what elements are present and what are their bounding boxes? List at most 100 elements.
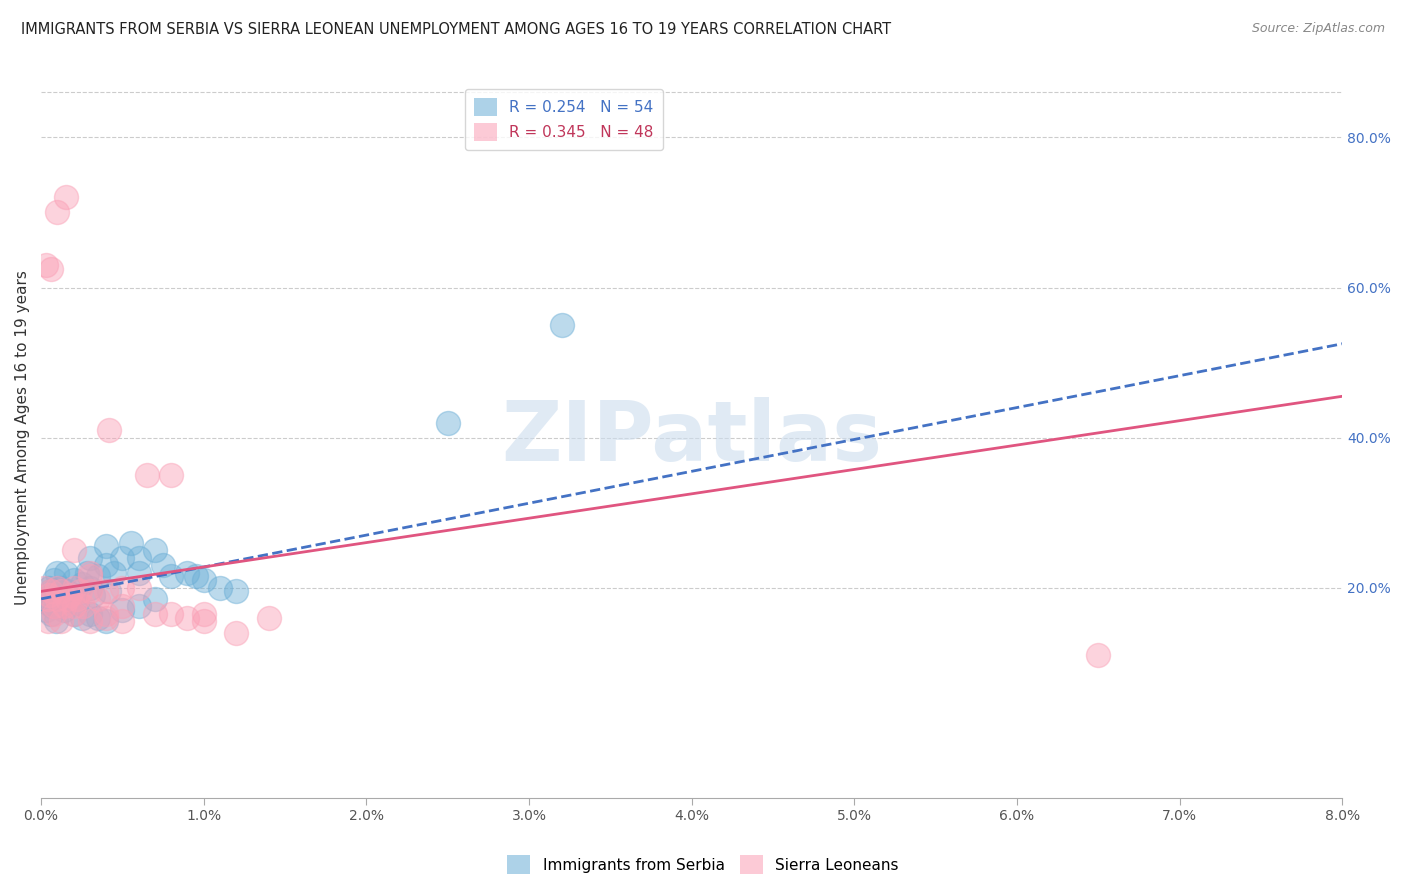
Point [96,539,118,553]
Point [257,610,280,624]
Point [111,615,134,629]
Point [35,258,58,272]
Point [49,599,72,614]
Point [62,607,84,621]
Point [62,543,84,558]
Point [436,416,458,430]
Point [76,566,98,580]
Point [176,610,198,624]
Point [128,599,150,614]
Point [51,591,73,606]
Point [38,581,60,595]
Point [128,581,150,595]
Point [208,581,231,595]
Point [79,569,101,583]
Point [143,543,166,558]
Point [87,591,110,606]
Point [55,190,77,204]
Point [62,588,84,602]
Point [96,584,118,599]
Point [72,599,94,614]
Point [193,573,215,587]
Point [59,591,82,606]
Text: IMMIGRANTS FROM SERBIA VS SIERRA LEONEAN UNEMPLOYMENT AMONG AGES 16 TO 19 YEARS : IMMIGRANTS FROM SERBIA VS SIERRA LEONEAN… [21,22,891,37]
Point [225,584,247,599]
Point [45,615,67,629]
Point [46,591,69,606]
Point [34,591,56,606]
Point [160,468,183,483]
Point [66,596,89,610]
Point [96,610,118,624]
Text: ZIPatlas: ZIPatlas [501,397,882,478]
Point [46,581,69,595]
Point [152,558,174,573]
Point [103,566,125,580]
Point [550,318,572,332]
Point [98,584,121,599]
Point [79,615,101,629]
Point [79,550,101,565]
Legend: R = 0.254   N = 54, R = 0.345   N = 48: R = 0.254 N = 54, R = 0.345 N = 48 [465,88,664,151]
Point [160,569,183,583]
Point [111,550,134,565]
Point [111,603,134,617]
Point [46,599,69,614]
Point [96,607,118,621]
Point [79,566,101,580]
Point [111,581,134,595]
Point [79,607,101,621]
Point [49,615,72,629]
Point [143,607,166,621]
Point [46,205,69,219]
Point [59,588,82,602]
Point [62,607,84,621]
Point [82,588,104,602]
Point [96,558,118,573]
Point [98,423,121,437]
Y-axis label: Unemployment Among Ages 16 to 19 years: Unemployment Among Ages 16 to 19 years [15,270,30,605]
Point [225,625,247,640]
Point [37,615,59,629]
Point [35,603,58,617]
Point [49,581,72,595]
Point [34,581,56,595]
Point [46,588,69,602]
Point [38,588,60,602]
Point [37,596,59,610]
Point [70,610,93,624]
Point [66,591,89,606]
Point [176,566,198,580]
Point [55,566,77,580]
Point [96,615,118,629]
Point [87,569,110,583]
Point [79,584,101,599]
Point [41,599,63,614]
Point [135,468,157,483]
Point [56,584,79,599]
Point [79,581,101,595]
Point [52,599,75,614]
Point [184,569,207,583]
Point [62,573,84,587]
Point [128,550,150,565]
Point [46,566,69,580]
Point [193,607,215,621]
Point [62,599,84,614]
Point [37,591,59,606]
Point [56,591,79,606]
Point [39,261,62,276]
Legend: Immigrants from Serbia, Sierra Leoneans: Immigrants from Serbia, Sierra Leoneans [502,849,904,880]
Point [39,607,62,621]
Point [49,584,72,599]
Point [69,584,91,599]
Point [128,566,150,580]
Point [39,584,62,599]
Point [39,584,62,599]
Point [62,581,84,595]
Point [143,591,166,606]
Point [1087,648,1109,662]
Point [52,603,75,617]
Point [42,573,65,587]
Text: Source: ZipAtlas.com: Source: ZipAtlas.com [1251,22,1385,36]
